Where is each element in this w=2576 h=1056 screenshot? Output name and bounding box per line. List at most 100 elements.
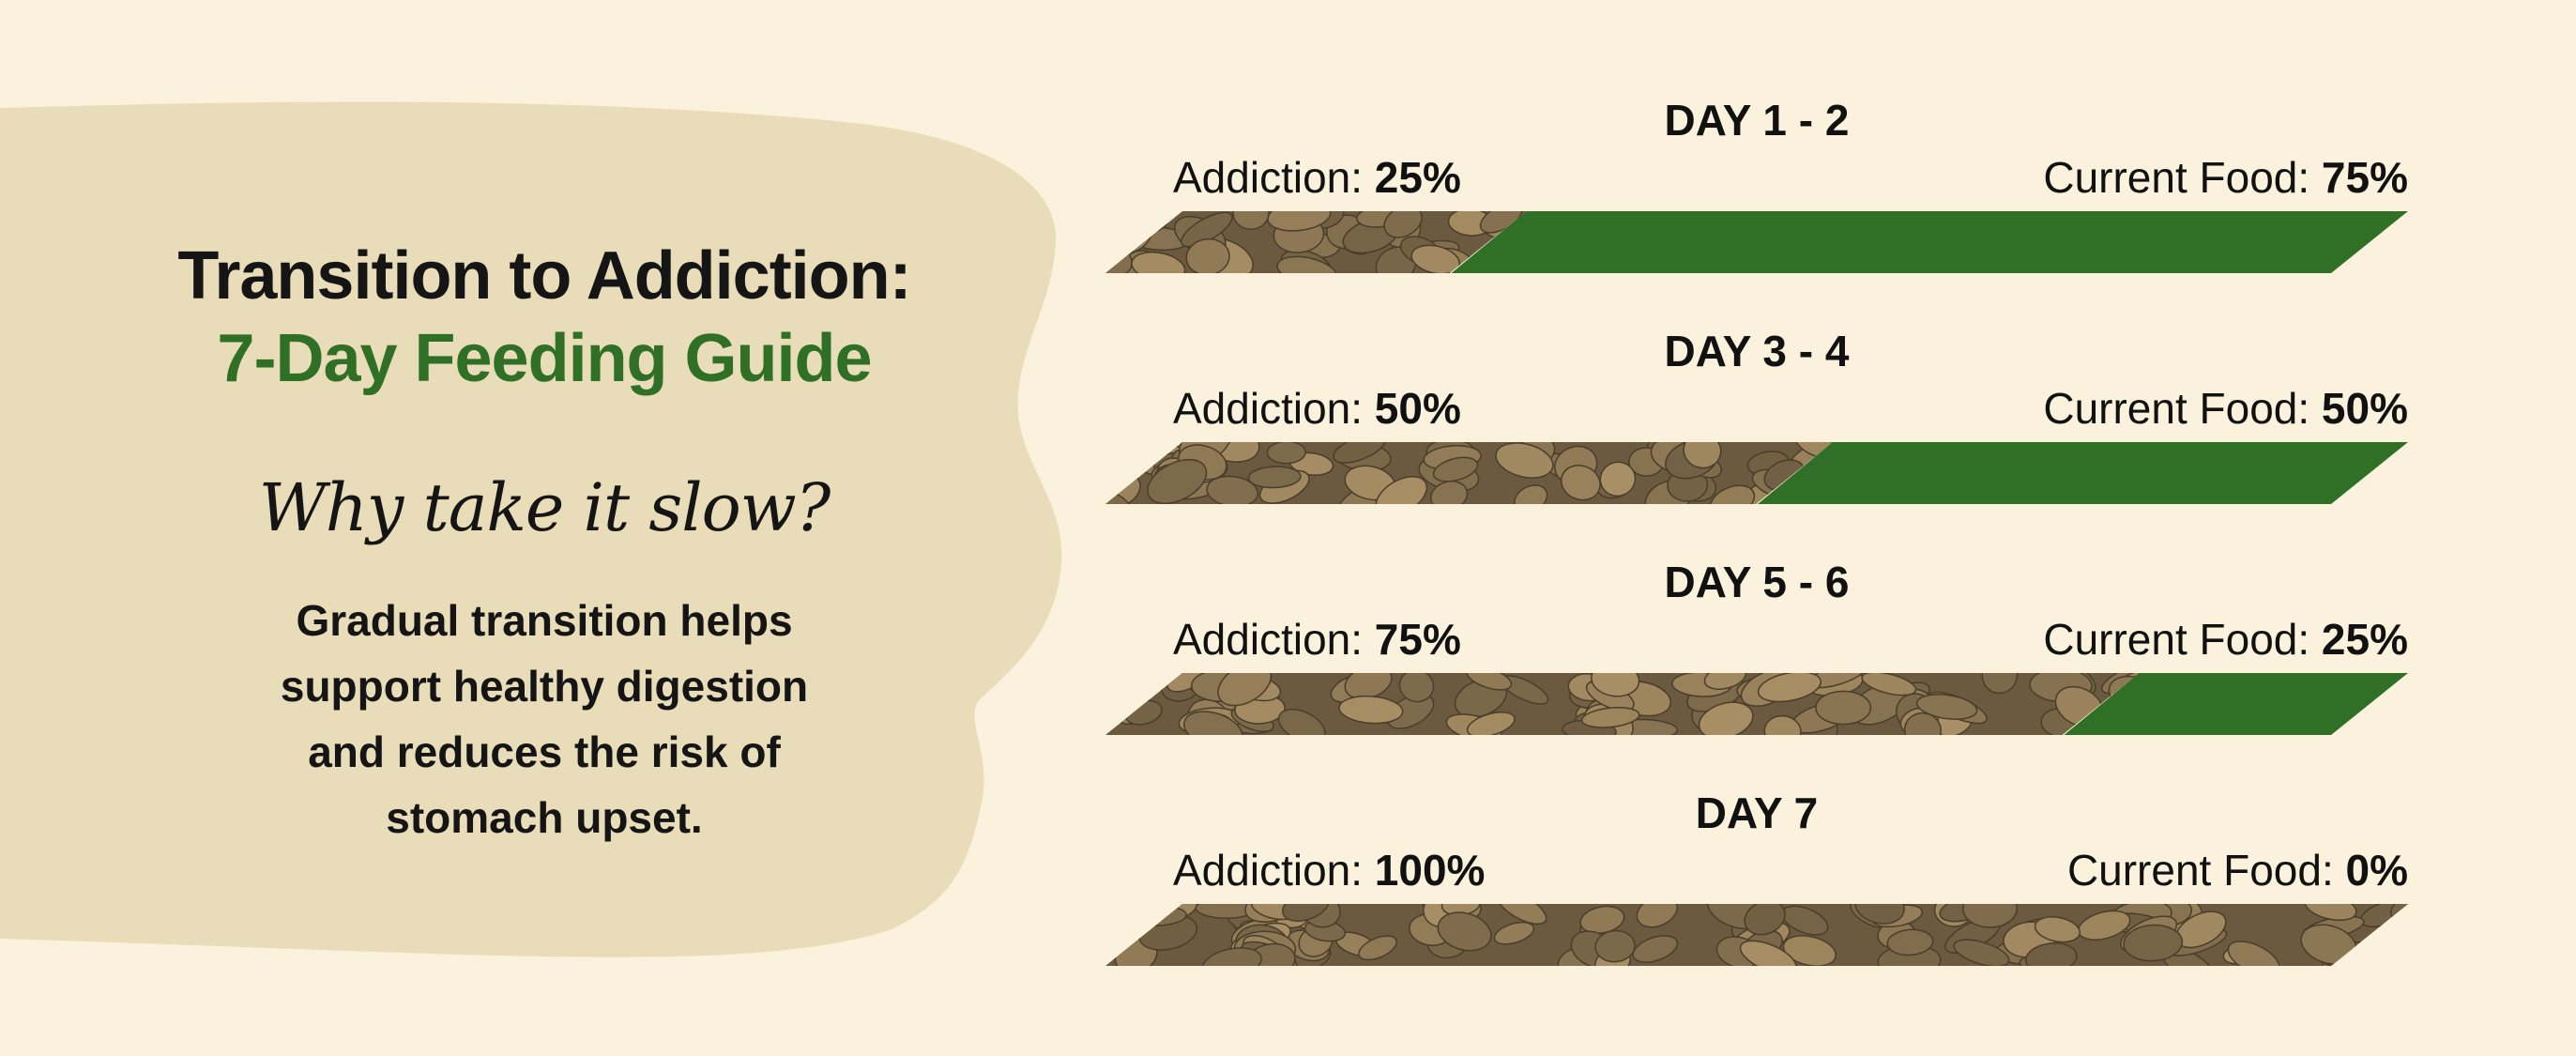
background-blob [0,101,1062,957]
kibble-piece [1981,673,2019,695]
schedule-row: DAY 7 Addiction: 100% Current Food: 0% [1105,782,2408,1013]
day-label: DAY 3 - 4 [1664,327,1850,375]
kibble-piece [1121,211,1163,229]
kibble-piece [1632,935,1679,963]
day-label: DAY 1 - 2 [1664,96,1850,145]
current-food-share: Current Food: 75% [2043,153,2408,202]
kibble-piece [1466,712,1516,735]
current-food-fill [1758,442,2408,504]
kibble-piece [1493,921,1535,945]
kibble-piece [1757,673,1821,703]
kibble-piece [1277,708,1326,735]
day-label: DAY 7 [1695,788,1819,837]
kibble-piece [1514,484,1548,504]
kibble-piece [2369,939,2404,966]
schedule-row: DAY 3 - 4 Addiction: 50% Current Food: 5… [1105,320,2408,551]
kibble-piece [2391,945,2408,966]
current-food-share: Current Food: 0% [2066,846,2408,895]
kibble-piece [2304,904,2357,922]
kibble-piece [1495,442,1554,479]
kibble-texture [1105,904,2408,966]
kibble-piece [1916,694,1978,720]
kibble-piece [1118,211,1168,235]
kibble-piece [1854,904,1905,925]
kibble-piece [1430,480,1469,504]
kibble-piece [1739,940,1797,966]
kibble-piece [1763,714,1802,735]
kibble-piece [1105,906,1133,941]
current-food-share: Current Food: 50% [2043,384,2408,433]
kibble-piece [2123,924,2184,962]
mix-bar [1105,442,2408,504]
kibble-piece [1375,476,1428,504]
kibble-piece [1147,458,1208,504]
kibble-piece [1383,211,1423,238]
description: Gradual transition helps support healthy… [280,596,809,842]
kibble-piece [1105,215,1134,252]
kibble-piece [2034,916,2081,943]
kibble-piece [1276,255,1338,273]
kibble-piece [1338,695,1404,725]
new-food-share: Addiction: 75% [1173,615,1461,664]
kibble-piece [1953,939,2010,966]
kibble-piece [1886,928,1934,957]
kibble-piece [1432,456,1479,482]
kibble-piece [1560,465,1601,501]
kibble-piece [1962,904,2018,928]
new-food-share: Addiction: 25% [1173,153,1461,202]
intro-panel: Transition to Addiction: 7-Day Feeding G… [94,235,995,850]
kibble-piece [1281,904,1330,922]
kibble-piece [2024,942,2078,966]
kibble-piece [1496,904,1547,926]
kibble-piece [1217,673,1273,707]
kibble-piece [1398,673,1435,703]
kibble-piece [2379,933,2408,966]
kibble-piece [1698,701,1754,735]
kibble-piece [1703,673,1747,690]
current-food-share: Current Food: 25% [2043,615,2408,664]
kibble-piece [1594,929,1636,963]
kibble-piece [1903,712,1942,735]
kibble-piece [1201,947,1262,966]
current-food-fill [2064,673,2408,735]
kibble-piece [1599,461,1637,497]
kibble-piece [1410,244,1460,273]
feeding-schedule: DAY 1 - 2 Addiction: 25% Current Food: 7… [1105,89,2408,1013]
kibble-texture [1105,673,2140,735]
kibble-piece [2227,941,2280,966]
kibble-piece [1206,475,1259,504]
kibble-piece [1182,711,1243,735]
new-food-share: Addiction: 50% [1173,384,1461,433]
kibble-piece [1591,673,1640,697]
kibble-piece [1683,442,1722,469]
kibble-piece [1815,690,1872,726]
kibble-piece [1861,673,1917,696]
page-title-highlight: 7-Day Feeding Guide [217,321,872,396]
kibble-piece [1105,442,1141,474]
kibble-piece [1636,904,1679,928]
kibble-piece [1247,466,1302,489]
kibble-piece [1466,673,1513,691]
subheading: Why take it slow? [258,469,831,546]
kibble-piece [1580,707,1640,728]
kibble-piece [1266,442,1306,465]
day-label: DAY 5 - 6 [1664,558,1850,606]
mix-bar [1105,673,2408,735]
schedule-row: DAY 1 - 2 Addiction: 25% Current Food: 7… [1105,89,2408,320]
mix-bar [1105,904,2408,966]
kibble-piece [1185,237,1230,273]
kibble-piece [1782,935,1837,966]
kibble-piece [1232,211,1270,230]
schedule-row: DAY 5 - 6 Addiction: 75% Current Food: 2… [1105,551,2408,782]
kibble-piece [1386,693,1435,729]
current-food-fill [1451,211,2408,273]
kibble-piece [1437,911,1492,952]
kibble-piece [1131,251,1186,273]
kibble-piece [1333,442,1386,464]
kibble-piece [1105,458,1129,486]
kibble-piece [1358,935,1397,961]
kibble-piece [1744,904,1786,936]
new-food-share: Addiction: 100% [1173,846,1486,895]
kibble-piece [1709,484,1756,504]
page-title: Transition to Addiction: [177,238,911,314]
